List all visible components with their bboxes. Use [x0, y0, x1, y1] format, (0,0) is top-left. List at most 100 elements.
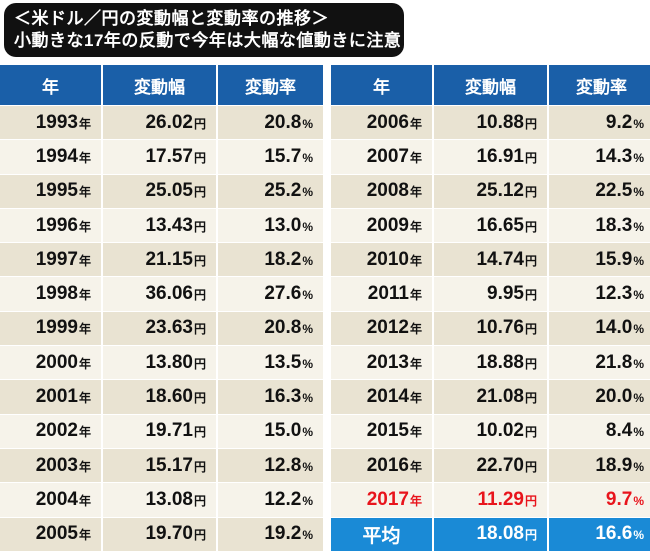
year-cell: 1995年 — [0, 173, 103, 208]
year-cell-value: 1996 — [35, 214, 78, 236]
year-cell: 1993年 — [0, 105, 103, 140]
range-cell: 18.88円 — [434, 345, 549, 380]
table-row: 2010年 14.74円 15.9% — [331, 242, 650, 277]
year-cell: 2001年 — [0, 379, 103, 414]
range-cell-unit: 円 — [524, 493, 537, 508]
rate-cell-value: 15.0 — [264, 420, 302, 442]
year-cell-unit: 年 — [409, 425, 422, 440]
average-range: 18.08円 — [434, 516, 549, 551]
range-cell-value: 19.70 — [145, 523, 193, 545]
range-cell: 21.15円 — [103, 242, 218, 277]
year-cell-unit: 年 — [78, 253, 91, 268]
rate-cell: 9.7% — [549, 482, 650, 517]
rate-cell-value: 13.5 — [264, 351, 302, 373]
year-cell: 2017年 — [331, 482, 434, 517]
rate-cell: 15.0% — [218, 413, 323, 448]
table-row: 1999年 23.63円 20.8% — [0, 310, 323, 346]
range-cell: 16.91円 — [434, 139, 549, 174]
range-cell: 10.02円 — [434, 413, 549, 448]
average-rate-unit: % — [633, 528, 644, 543]
year-cell-value: 2005 — [35, 523, 78, 545]
year-cell-unit: 年 — [78, 150, 91, 165]
range-cell: 21.08円 — [434, 379, 549, 414]
rate-cell-unit: % — [633, 459, 644, 474]
year-cell-unit: 年 — [409, 391, 422, 406]
year-cell-unit: 年 — [78, 528, 91, 543]
rate-cell: 13.0% — [218, 207, 323, 243]
year-cell: 2000年 — [0, 345, 103, 380]
rate-cell-value: 18.9 — [595, 454, 633, 476]
rate-cell-unit: % — [302, 288, 313, 303]
year-cell-value: 2014 — [366, 386, 409, 408]
year-cell-unit: 年 — [409, 493, 422, 508]
rate-cell: 20.0% — [549, 379, 650, 414]
range-cell-value: 10.76 — [476, 317, 524, 339]
rate-cell-value: 9.2 — [605, 111, 633, 133]
year-cell-unit: 年 — [409, 116, 422, 131]
table-row: 2016年 22.70円 18.9% — [331, 447, 650, 483]
year-cell-value: 2000 — [35, 351, 78, 373]
range-cell: 25.05円 — [103, 173, 218, 208]
year-cell-unit: 年 — [409, 322, 422, 337]
rate-cell: 18.3% — [549, 207, 650, 243]
range-cell-value: 25.05 — [145, 180, 193, 202]
table-row: 2007年 16.91円 14.3% — [331, 139, 650, 174]
year-cell-unit: 年 — [78, 459, 91, 474]
rate-cell: 20.8% — [218, 105, 323, 140]
header-range: 変動幅 — [434, 65, 549, 105]
table-row: 2009年 16.65円 18.3% — [331, 207, 650, 243]
average-range-value: 18.08 — [476, 523, 524, 545]
year-cell: 1997年 — [0, 242, 103, 277]
range-cell-value: 17.57 — [145, 145, 193, 167]
rate-cell-unit: % — [633, 116, 644, 131]
table-row: 2005年 19.70円 19.2% — [0, 516, 323, 551]
range-cell: 10.76円 — [434, 310, 549, 346]
table-row: 2001年 18.60円 16.3% — [0, 379, 323, 414]
rate-cell-unit: % — [302, 493, 313, 508]
range-cell-unit: 円 — [193, 459, 206, 474]
rate-cell-unit: % — [633, 219, 644, 234]
range-cell-value: 19.71 — [145, 420, 193, 442]
rate-cell-unit: % — [633, 391, 644, 406]
year-cell-unit: 年 — [78, 288, 91, 303]
year-cell-value: 1994 — [35, 145, 78, 167]
range-cell: 36.06円 — [103, 276, 218, 311]
range-cell-unit: 円 — [193, 356, 206, 371]
range-cell-value: 21.08 — [476, 386, 524, 408]
year-cell-unit: 年 — [78, 185, 91, 200]
range-cell: 13.08円 — [103, 482, 218, 517]
rate-cell-unit: % — [302, 528, 313, 543]
range-cell-unit: 円 — [193, 150, 206, 165]
year-cell-value: 2001 — [35, 386, 78, 408]
rate-cell-value: 20.8 — [264, 317, 302, 339]
year-cell-value: 2002 — [35, 420, 78, 442]
range-cell-value: 15.17 — [145, 454, 193, 476]
rate-cell-value: 15.7 — [264, 145, 302, 167]
rate-cell-unit: % — [633, 185, 644, 200]
range-cell-unit: 円 — [524, 219, 537, 234]
rate-cell-value: 14.0 — [595, 317, 633, 339]
rate-cell-value: 16.3 — [264, 386, 302, 408]
year-cell-unit: 年 — [409, 185, 422, 200]
header-rate: 変動率 — [218, 65, 323, 105]
rate-cell: 9.2% — [549, 105, 650, 140]
range-cell: 23.63円 — [103, 310, 218, 346]
year-cell-unit: 年 — [409, 356, 422, 371]
year-cell-unit: 年 — [78, 116, 91, 131]
table-left: 年 変動幅 変動率 1993年 26.02円 20.8% 1994年 17.57円 15.… — [0, 65, 323, 551]
range-cell-unit: 円 — [524, 322, 537, 337]
rate-cell: 22.5% — [549, 173, 650, 208]
table-row: 2006年 10.88円 9.2% — [331, 105, 650, 140]
range-cell: 18.60円 — [103, 379, 218, 414]
rate-cell: 12.8% — [218, 447, 323, 483]
range-cell-value: 11.29 — [477, 488, 524, 510]
rate-cell: 12.3% — [549, 276, 650, 311]
year-cell: 2010年 — [331, 242, 434, 277]
table-row: 1994年 17.57円 15.7% — [0, 139, 323, 174]
range-cell-unit: 円 — [524, 185, 537, 200]
range-cell-unit: 円 — [193, 425, 206, 440]
year-cell-unit: 年 — [78, 493, 91, 508]
rate-cell-unit: % — [302, 253, 313, 268]
year-cell-value: 2009 — [366, 214, 409, 236]
rate-cell-unit: % — [302, 425, 313, 440]
